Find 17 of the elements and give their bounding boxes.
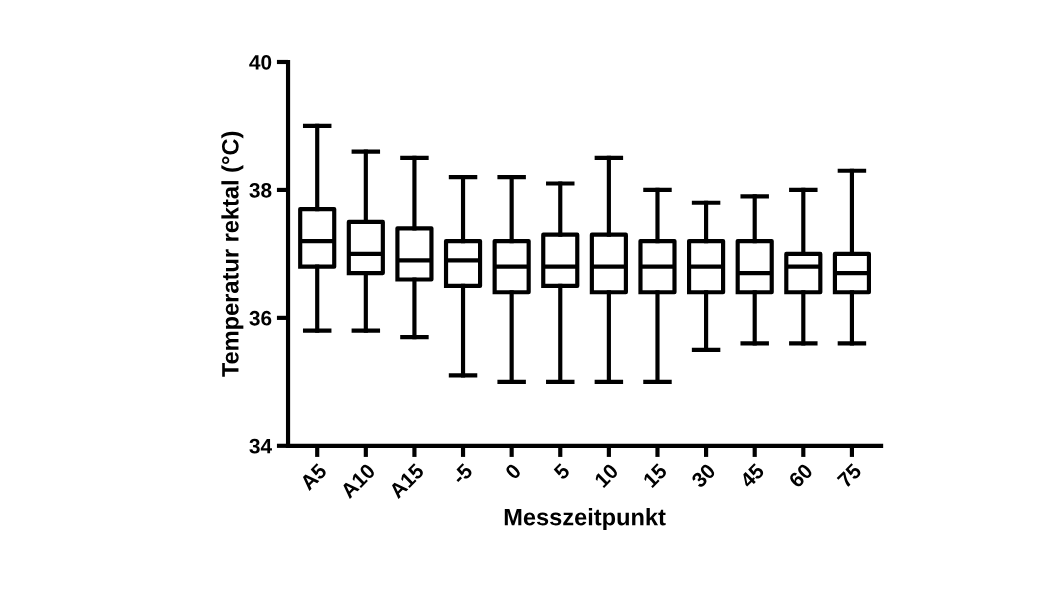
y-axis-title: Temperatur rektal (°C): [221, 131, 244, 377]
x-axis-title: Messzeitpunkt: [504, 508, 666, 531]
x-tick-label: 5: [553, 462, 571, 481]
x-tick-label: 45: [739, 462, 766, 489]
y-tick-label: 34: [249, 438, 272, 454]
x-tick-label: 75: [836, 462, 863, 489]
x-tick-label: -5: [451, 462, 474, 486]
x-tick-label: 10: [593, 462, 620, 489]
x-tick-label: 15: [642, 462, 668, 489]
x-tick-label: 60: [787, 462, 814, 489]
y-tick-label: 36: [249, 310, 272, 326]
x-tick-label: A10: [339, 462, 377, 500]
y-tick-label: 38: [249, 182, 272, 198]
x-tick-label: A5: [299, 462, 328, 492]
x-tick-label: 30: [690, 462, 717, 489]
x-tick-label: 0: [504, 462, 522, 481]
y-tick-label: 40: [249, 54, 272, 70]
